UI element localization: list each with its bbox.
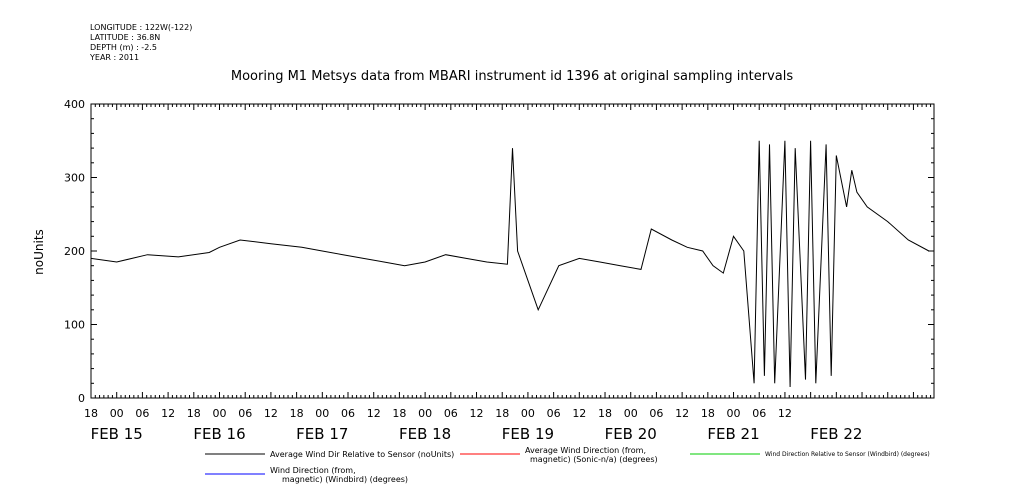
x-hour-label: 12 (675, 407, 689, 420)
x-hour-label: 12 (161, 407, 175, 420)
x-day-label: FEB 17 (296, 425, 348, 443)
x-hour-label: 06 (444, 407, 458, 420)
y-axis-label: noUnits (32, 229, 46, 275)
chart-title: Mooring M1 Metsys data from MBARI instru… (231, 69, 793, 84)
meta-latitude: LATITUDE : 36.8N (90, 33, 160, 42)
x-hour-label: 00 (110, 407, 124, 420)
x-hour-label: 12 (367, 407, 381, 420)
x-hour-label: 06 (649, 407, 663, 420)
x-hour-label: 18 (84, 407, 98, 420)
x-hour-label: 18 (290, 407, 304, 420)
legend-label-3: Wind Direction (from, magnetic) (Windbir… (270, 466, 408, 484)
x-day-label: FEB 20 (605, 425, 657, 443)
y-tick-label: 0 (78, 392, 85, 405)
x-hour-label: 18 (598, 407, 612, 420)
x-hour-label: 00 (521, 407, 535, 420)
x-day-label: FEB 16 (193, 425, 245, 443)
x-hour-label: 06 (547, 407, 561, 420)
x-day-label: FEB 21 (707, 425, 759, 443)
x-hour-label: 06 (752, 407, 766, 420)
y-tick-label: 300 (64, 172, 85, 185)
legend: Average Wind Dir Relative to Sensor (noU… (205, 446, 930, 484)
x-axis-hour-labels: 18 00 06 12 18 00 06 12 18 00 06 12 18 00 06 12 18 00 06 12… (84, 407, 792, 420)
y-tick-label: 100 (64, 319, 85, 332)
y-tick-label: 200 (64, 245, 85, 258)
meta-depth: DEPTH (m) : -2.5 (90, 43, 157, 52)
x-day-label: FEB 15 (91, 425, 143, 443)
x-hour-label: 12 (572, 407, 586, 420)
x-day-label: FEB 19 (502, 425, 554, 443)
x-hour-label: 00 (418, 407, 432, 420)
y-tick-label: 400 (64, 98, 85, 111)
x-hour-label: 06 (135, 407, 149, 420)
legend-label-0: Average Wind Dir Relative to Sensor (noU… (270, 450, 454, 459)
x-axis-day-labels: FEB 15 FEB 16 FEB 17 FEB 18 FEB 19 FEB 20 FEB … (91, 425, 863, 443)
meta-year: YEAR : 2011 (89, 53, 139, 62)
x-hour-label: 12 (470, 407, 484, 420)
x-hour-label: 18 (495, 407, 509, 420)
x-hour-label: 06 (341, 407, 355, 420)
x-hour-label: 00 (727, 407, 741, 420)
x-hour-label: 00 (315, 407, 329, 420)
x-hour-label: 12 (264, 407, 278, 420)
x-hour-label: 00 (213, 407, 227, 420)
series-line-0 (90, 140, 930, 388)
x-hour-label: 00 (624, 407, 638, 420)
x-hour-label: 06 (238, 407, 252, 420)
x-minor-ticks (90, 104, 932, 398)
x-hour-label: 18 (187, 407, 201, 420)
x-day-label: FEB 22 (810, 425, 862, 443)
x-day-label: FEB 18 (399, 425, 451, 443)
x-hour-label: 18 (392, 407, 406, 420)
legend-label-2: Wind Direction Relative to Sensor (Windb… (765, 451, 930, 458)
x-hour-label: 12 (778, 407, 792, 420)
legend-label-1: Average Wind Direction (from, magnetic) … (525, 446, 658, 464)
y-axis: 0 100 200 300 400 (64, 98, 934, 405)
meta-longitude: LONGITUDE : 122W(-122) (90, 23, 192, 32)
series-layer (90, 140, 930, 388)
x-hour-label: 18 (701, 407, 715, 420)
